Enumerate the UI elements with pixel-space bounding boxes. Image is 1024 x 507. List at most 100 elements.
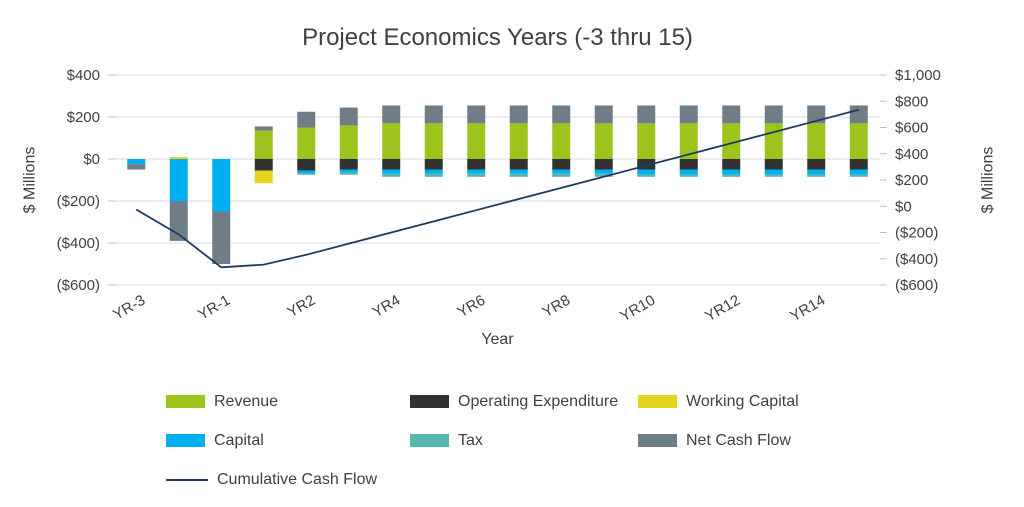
bar-YR9-net-cash-flow: [594, 105, 613, 124]
legend-item-cumulative-cash-flow: Cumulative Cash Flow: [166, 467, 410, 492]
bar-YR7-net-cash-flow: [509, 105, 528, 124]
bar-YR15-revenue: [849, 123, 868, 159]
bar-YR14-operating-expenditure: [807, 159, 826, 170]
right-axis-tick-label: $600: [895, 120, 928, 137]
chart-title: Project Economics Years (-3 thru 15): [302, 24, 693, 51]
legend-item-capital: Capital: [166, 428, 410, 453]
bar-YR2-operating-expenditure: [297, 159, 316, 171]
legend-box-swatch: [638, 395, 677, 408]
right-axis-tick-label: ($400): [895, 251, 938, 268]
bar-YR3-capital: [339, 169, 358, 173]
right-axis-tick-label: $200: [895, 172, 928, 189]
right-axis-tick-label: $800: [895, 93, 928, 110]
bar-YR8-capital: [552, 169, 571, 174]
bar-YR6-revenue: [467, 123, 486, 159]
chart-legend: Revenue Operating Expenditure Working Capi…: [166, 389, 799, 492]
bar-YR3-tax: [339, 172, 358, 175]
bar-YR5-revenue: [424, 123, 443, 159]
bar-YR-3-capital: [127, 159, 146, 165]
bar-YR10-tax: [637, 174, 656, 177]
bar-YR-1-net-cash-flow: [212, 211, 231, 264]
bar-YR13-operating-expenditure: [764, 159, 783, 170]
bar-YR1-operating-expenditure: [254, 159, 273, 171]
bar-YR10-capital: [637, 169, 656, 175]
bar-YR8-operating-expenditure: [552, 159, 571, 170]
bar-YR9-revenue: [594, 123, 613, 159]
left-axis-tick-label: $0: [83, 151, 100, 168]
bar-YR3-operating-expenditure: [339, 159, 358, 170]
bar-YR12-net-cash-flow: [722, 105, 741, 124]
x-axis-label: YR10: [617, 292, 658, 325]
bar-YR12-tax: [722, 174, 741, 177]
bar-YR7-capital: [509, 169, 528, 174]
cumulative-cash-flow-line: [135, 108, 859, 269]
bar-YR5-capital: [424, 169, 443, 174]
legend-label: Net Cash Flow: [686, 431, 791, 449]
legend-box-swatch: [410, 395, 449, 408]
left-axis-tick-label: ($200): [57, 193, 100, 210]
bar-YR10-revenue: [637, 123, 656, 159]
bar-YR6-capital: [467, 169, 486, 174]
legend-item-tax: Tax: [410, 428, 638, 453]
bar-YR10-operating-expenditure: [637, 159, 656, 170]
bar-YR2-net-cash-flow: [297, 111, 316, 128]
bar-YR-3-net-cash-flow: [127, 164, 146, 170]
legend-label: Cumulative Cash Flow: [217, 470, 378, 488]
legend-box-swatch: [166, 395, 205, 408]
bar-YR3-net-cash-flow: [339, 107, 358, 126]
bar-YR4-tax: [382, 173, 401, 177]
bar-YR7-tax: [509, 173, 528, 177]
bar-YR12-capital: [722, 169, 741, 175]
legend-box-swatch: [638, 434, 677, 447]
right-axis-tick-label: $1,000: [895, 67, 941, 84]
bar-YR14-tax: [807, 174, 826, 177]
bar-YR-2-working-capital: [169, 156, 188, 159]
legend-item-working-capital: Working Capital: [638, 389, 799, 414]
bar-YR9-operating-expenditure: [594, 159, 613, 170]
bar-YR-2-capital: [169, 159, 188, 201]
bar-YR5-tax: [424, 173, 443, 177]
bar-YR11-operating-expenditure: [679, 159, 698, 170]
bar-YR9-capital: [594, 169, 613, 174]
bar-YR6-tax: [467, 173, 486, 177]
bar-YR6-operating-expenditure: [467, 159, 486, 170]
bar-YR1-net-cash-flow: [254, 126, 273, 131]
bar-YR1-revenue: [254, 130, 273, 159]
legend-item-net-cash-flow: Net Cash Flow: [638, 428, 799, 453]
bar-YR8-net-cash-flow: [552, 105, 571, 124]
bar-YR14-capital: [807, 169, 826, 175]
x-axis-label: YR14: [787, 292, 828, 325]
bar-YR13-capital: [764, 169, 783, 175]
bar-YR5-net-cash-flow: [424, 105, 443, 124]
x-axis-label: YR8: [539, 292, 573, 321]
bar-YR2-capital: [297, 170, 316, 174]
bar-YR11-revenue: [679, 123, 698, 159]
bar-YR1-working-capital: [254, 170, 273, 184]
legend-label: Revenue: [214, 392, 279, 410]
bar-YR7-operating-expenditure: [509, 159, 528, 170]
bar-YR12-operating-expenditure: [722, 159, 741, 170]
bar-YR3-revenue: [339, 125, 358, 159]
bar-YR4-operating-expenditure: [382, 159, 401, 170]
bar-YR4-revenue: [382, 123, 401, 159]
bar-YR-1-capital: [212, 159, 231, 212]
x-axis-label: YR4: [369, 292, 403, 321]
left-axis-tick-label: ($600): [57, 277, 100, 294]
legend-line-swatch: [166, 478, 208, 481]
x-axis-label: YR-1: [195, 292, 233, 324]
bar-YR15-operating-expenditure: [849, 159, 868, 170]
bar-YR12-revenue: [722, 123, 741, 159]
bar-YR4-net-cash-flow: [382, 105, 401, 124]
left-axis-tick-label: $400: [67, 67, 100, 84]
bar-YR15-capital: [849, 169, 868, 175]
x-axis-label: YR2: [284, 292, 318, 321]
bar-YR7-revenue: [509, 123, 528, 159]
bar-YR6-net-cash-flow: [467, 105, 486, 124]
bar-YR8-revenue: [552, 123, 571, 159]
bar-YR9-tax: [594, 173, 613, 177]
legend-box-swatch: [166, 434, 205, 447]
bar-YR8-tax: [552, 173, 571, 177]
legend-item-operating-expenditure: Operating Expenditure: [410, 389, 638, 414]
left-axis-tick-label: $200: [67, 109, 100, 126]
bar-YR13-net-cash-flow: [764, 105, 783, 124]
